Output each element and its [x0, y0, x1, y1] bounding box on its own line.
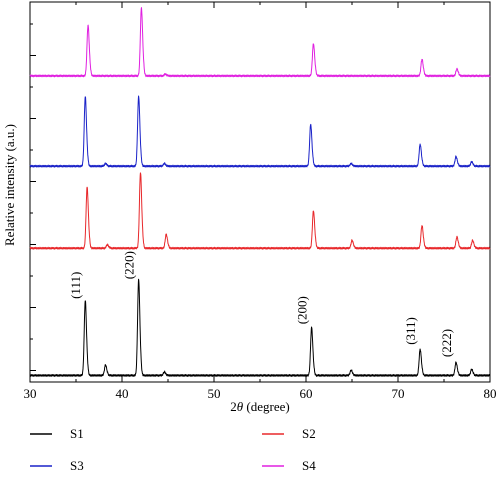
peak-label-1: (220): [122, 251, 137, 279]
series-s2-line: [29, 172, 491, 250]
plot-frame: [29, 1, 491, 383]
peak-label-2: (200): [295, 296, 310, 324]
series-s4-line: [29, 7, 491, 78]
series-s3-line: [29, 95, 491, 168]
legend: S1 S2 S3 S4: [30, 426, 316, 473]
x-axis-title-prefix: 2: [230, 399, 237, 414]
peak-label-3: (311): [403, 317, 418, 345]
legend-label-s1: S1: [70, 426, 84, 441]
x-tick-label: 30: [24, 386, 37, 401]
peak-label-4: (222): [439, 329, 454, 357]
x-tick-label: 60: [300, 386, 313, 401]
legend-label-s4: S4: [302, 458, 316, 473]
x-tick-label: 40: [116, 386, 129, 401]
x-tick-label: 50: [208, 386, 221, 401]
series-lines: [29, 7, 491, 377]
y-axis-ticks: [30, 23, 36, 371]
x-axis-ticks: 30 40 50 60 70 80: [24, 2, 497, 401]
y-axis-title: Relative intensity (a.u.): [2, 124, 17, 246]
peak-annotations: (111) (220) (200) (311) (222): [68, 251, 454, 357]
peak-label-0: (111): [68, 272, 83, 299]
x-tick-label: 80: [484, 386, 497, 401]
x-axis-title-suffix: (degree): [243, 399, 290, 414]
plot-border: [29, 1, 491, 383]
x-axis-title-theta: θ: [237, 399, 244, 414]
series-s1-line: [29, 278, 491, 377]
legend-label-s3: S3: [70, 458, 84, 473]
legend-label-s2: S2: [302, 426, 316, 441]
x-tick-label: 70: [392, 386, 405, 401]
x-axis-title: 2θ (degree): [230, 399, 289, 414]
